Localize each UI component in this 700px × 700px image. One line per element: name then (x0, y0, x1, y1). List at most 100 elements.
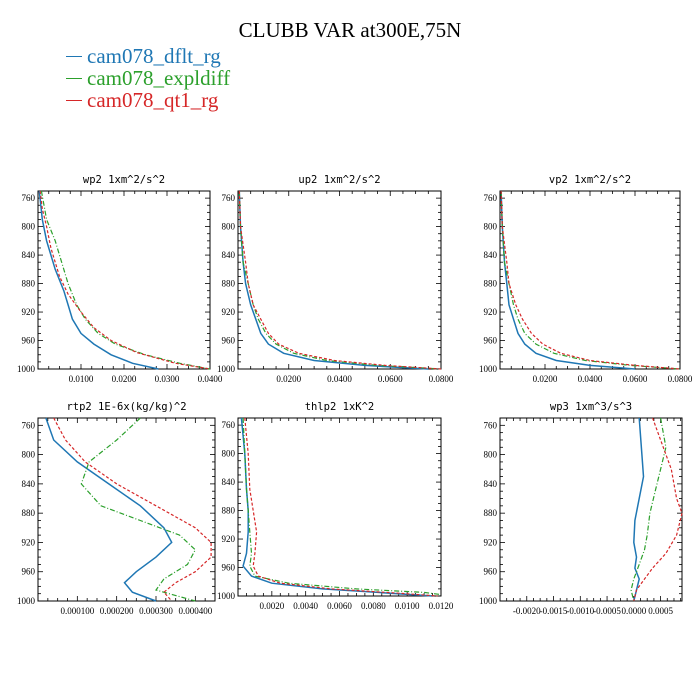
y-tick-label: 960 (222, 563, 236, 573)
x-tick-label: 0.0300 (155, 374, 180, 384)
y-tick-label: 840 (22, 250, 36, 260)
y-tick-label: 760 (484, 193, 498, 203)
y-tick-label: 920 (222, 534, 236, 544)
series-line-cam078_qt1_rg (244, 417, 438, 597)
y-tick-label: 960 (222, 336, 236, 346)
panel-title: vp2 1xm^2/s^2 (549, 174, 631, 186)
y-tick-label: 960 (22, 336, 36, 346)
x-tick-label: 0.0400 (198, 374, 223, 384)
series-line-cam078_dflt_rg (500, 190, 636, 370)
x-tick-label: 0.0800 (668, 374, 693, 384)
y-tick-label: 760 (22, 420, 36, 430)
y-tick-label: 1000 (479, 596, 498, 606)
y-tick-label: 760 (484, 420, 498, 430)
legend-item-expldiff: cam078_expldiff (66, 66, 230, 91)
chart-panel: wp3 1xm^3/s^3 760 800 840 880 920 960 1000 -0.00… (479, 401, 683, 616)
series-line-cam078_dflt_rg (38, 190, 159, 370)
y-tick-label: 760 (222, 193, 236, 203)
x-tick-label: 0.0400 (327, 374, 352, 384)
x-tick-label: 0.000400 (178, 606, 212, 616)
y-tick-label: 920 (22, 537, 36, 547)
legend-label: cam078_qt1_rg (87, 88, 219, 112)
y-tick-label: 960 (484, 567, 498, 577)
y-tick-label: 880 (484, 279, 498, 289)
y-tick-label: 1000 (17, 596, 36, 606)
panel-title: rtp2 1E-6x(kg/kg)^2 (66, 401, 186, 413)
series-line-cam078_qt1_rg (53, 417, 212, 602)
chart-panel: wp2 1xm^2/s^2 760 800 840 880 920 960 1000 0.010… (17, 174, 223, 384)
y-tick-label: 880 (484, 508, 498, 518)
x-tick-label: 0.0600 (623, 374, 648, 384)
y-tick-label: 960 (22, 567, 36, 577)
y-tick-label: 800 (222, 222, 236, 232)
x-tick-label: -0.0020 (513, 606, 541, 616)
chart-panel: thlp2 1xK^2 760 800 840 880 920 960 1000 0.0020 0… (217, 401, 454, 611)
legend-line-swatch (66, 99, 82, 101)
plot-frame (37, 417, 216, 602)
x-tick-label: 0.0400 (578, 374, 603, 384)
series-line-cam078_dflt_rg (45, 417, 173, 602)
x-tick-label: 0.0005 (648, 606, 673, 616)
y-tick-label: 1000 (217, 364, 236, 374)
series-line-cam078_expldiff (40, 190, 211, 370)
x-tick-label: 0.000300 (139, 606, 173, 616)
x-tick-label: 0.0100 (69, 374, 94, 384)
x-tick-label: 0.0200 (533, 374, 558, 384)
legend-label: cam078_dflt_rg (87, 44, 221, 68)
series-line-cam078_expldiff (80, 417, 197, 602)
y-tick-label: 920 (484, 537, 498, 547)
series-line-cam078_qt1_rg (238, 190, 442, 370)
panel-title: wp2 1xm^2/s^2 (83, 174, 165, 186)
x-tick-label: 0.0020 (259, 601, 284, 611)
y-tick-label: 1000 (217, 591, 236, 601)
y-tick-label: 800 (484, 222, 498, 232)
y-tick-label: 960 (484, 336, 498, 346)
chart-panel: up2 1xm^2/s^2 760 800 840 880 920 960 1000 0.020… (217, 174, 454, 384)
x-tick-label: 0.0120 (429, 601, 454, 611)
y-tick-label: 920 (484, 307, 498, 317)
y-tick-label: 920 (22, 307, 36, 317)
x-tick-label: 0.0200 (276, 374, 301, 384)
plot-frame (237, 417, 442, 597)
y-tick-label: 800 (484, 450, 498, 460)
series-line-cam078_dflt_rg (633, 417, 645, 602)
series-line-cam078_expldiff (500, 190, 681, 370)
plot-frame (237, 190, 442, 370)
chart-panel: rtp2 1E-6x(kg/kg)^2 760 800 840 880 920 960 100… (17, 401, 216, 616)
chart-panel: vp2 1xm^2/s^2 760 800 840 880 920 960 1000 0.020… (479, 174, 693, 384)
x-tick-label: 0.0060 (327, 601, 352, 611)
series-line-cam078_qt1_rg (39, 190, 211, 370)
legend-line-swatch (66, 55, 82, 57)
y-tick-label: 760 (22, 193, 36, 203)
y-tick-label: 880 (22, 508, 36, 518)
legend-line-swatch (66, 77, 82, 79)
plot-frame (37, 190, 211, 370)
y-tick-label: 800 (22, 222, 36, 232)
x-tick-label: -0.0005 (593, 606, 621, 616)
panel-title: thlp2 1xK^2 (305, 401, 375, 413)
legend-item-dflt: cam078_dflt_rg (66, 44, 221, 69)
x-tick-label: 0.0200 (112, 374, 137, 384)
x-tick-label: 0.000200 (100, 606, 134, 616)
x-tick-label: -0.0010 (566, 606, 594, 616)
x-tick-label: -0.0015 (540, 606, 568, 616)
x-tick-label: 0.0080 (361, 601, 386, 611)
x-tick-label: 0.0600 (378, 374, 403, 384)
panel-title: up2 1xm^2/s^2 (298, 174, 380, 186)
series-line-cam078_expldiff (242, 417, 442, 596)
x-tick-label: 0.0040 (293, 601, 318, 611)
x-tick-label: 0.0100 (395, 601, 420, 611)
y-tick-label: 920 (222, 307, 236, 317)
series-line-cam078_expldiff (630, 417, 667, 602)
x-tick-label: 0.0800 (429, 374, 454, 384)
plot-frame (499, 417, 683, 602)
y-tick-label: 1000 (479, 364, 498, 374)
y-tick-label: 800 (222, 449, 236, 459)
y-tick-label: 800 (22, 450, 36, 460)
x-tick-label: 0.0000 (621, 606, 646, 616)
y-tick-label: 1000 (17, 364, 36, 374)
figure-title: CLUBB VAR at300E,75N (238, 18, 462, 42)
series-line-cam078_dflt_rg (240, 417, 433, 597)
y-tick-label: 840 (222, 477, 236, 487)
